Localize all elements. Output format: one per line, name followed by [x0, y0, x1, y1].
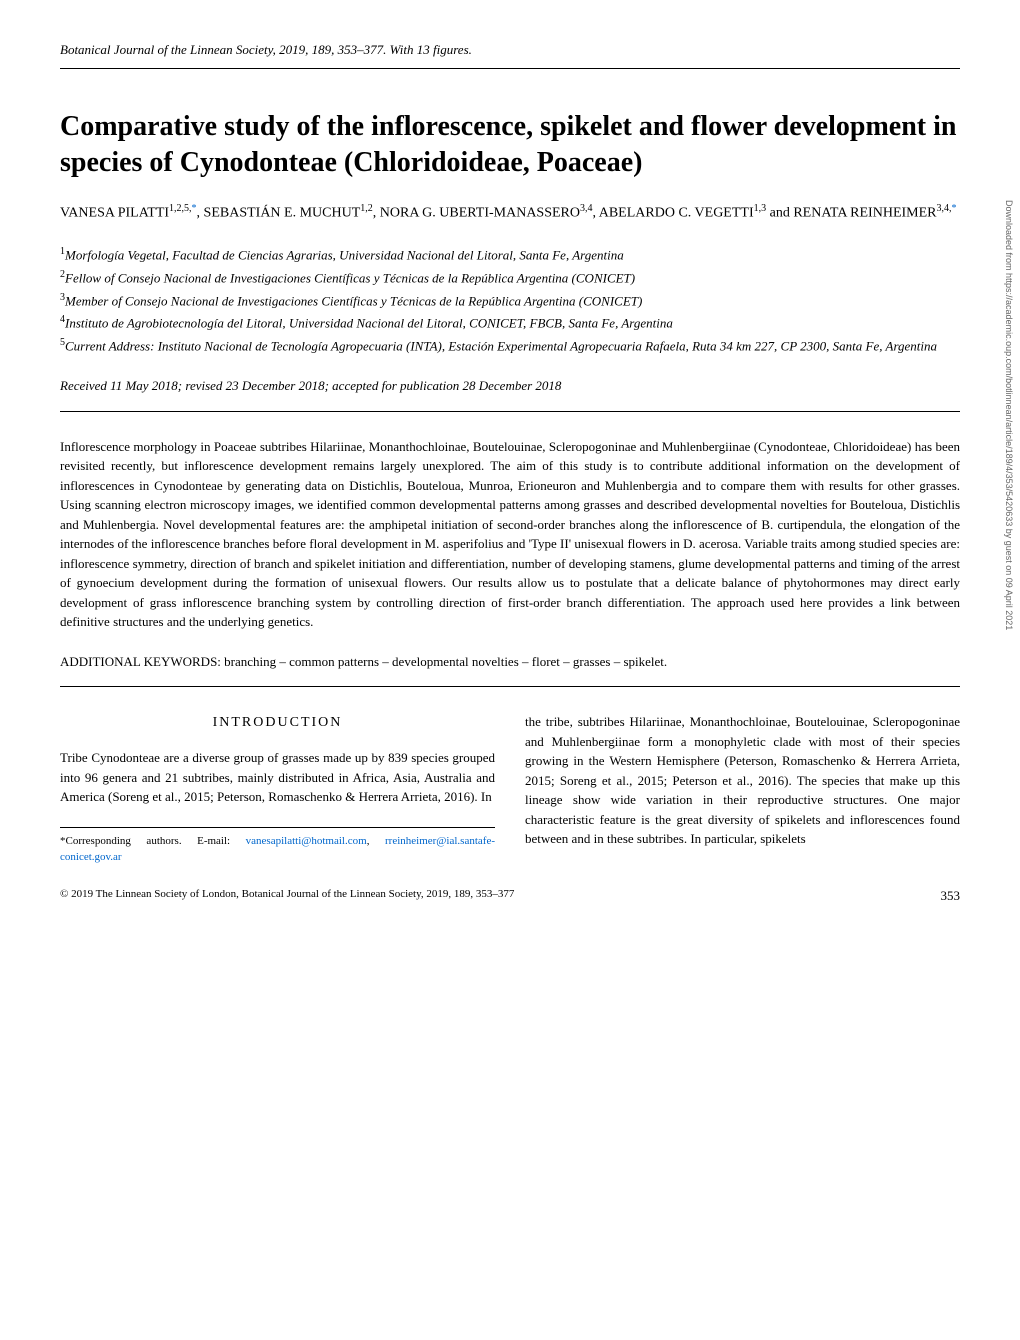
keywords-text: branching – common patterns – developmen… [224, 654, 667, 669]
copyright-text: © 2019 The Linnean Society of London, Bo… [60, 886, 514, 906]
copyright-footer: © 2019 The Linnean Society of London, Bo… [60, 886, 960, 906]
affiliations-block: 1Morfología Vegetal, Facultad de Ciencia… [60, 244, 960, 356]
footnote-label: *Corresponding authors. E-mail: [60, 835, 246, 847]
received-dates: Received 11 May 2018; revised 23 Decembe… [60, 376, 960, 412]
keywords-label: ADDITIONAL KEYWORDS: [60, 654, 224, 669]
keywords-block: ADDITIONAL KEYWORDS: branching – common … [60, 652, 960, 688]
affiliation-1: 1Morfología Vegetal, Facultad de Ciencia… [60, 244, 960, 265]
author-1: VANESA PILATTI [60, 206, 169, 221]
article-title: Comparative study of the inflorescence, … [60, 109, 960, 182]
author-4-sup: 1,3 [754, 203, 767, 214]
download-sidebar: Downloaded from https://academic.oup.com… [1002, 200, 1016, 630]
author-5-asterisk[interactable]: * [952, 203, 957, 214]
intro-col-left: INTRODUCTION Tribe Cynodonteae are a div… [60, 712, 495, 866]
author-3-sup: 3,4 [580, 203, 593, 214]
affiliation-4: 4Instituto de Agrobiotecnología del Lito… [60, 312, 960, 333]
affiliation-2: 2Fellow of Consejo Nacional de Investiga… [60, 267, 960, 288]
affiliation-5: 5Current Address: Instituto Nacional de … [60, 335, 960, 356]
author-5-sup: 3,4, [937, 203, 952, 214]
author-2-sup: 1,2 [360, 203, 373, 214]
footnote-email-1[interactable]: vanesapilatti@hotmail.com [246, 835, 367, 847]
intro-title: INTRODUCTION [60, 712, 495, 733]
footnote-separator: , [367, 835, 385, 847]
authors-block: VANESA PILATTI1,2,5, * , SEBASTIÁN E. MUCH… [60, 201, 960, 224]
abstract-text: Inflorescence morphology in Poaceae subt… [60, 437, 960, 632]
author-2: , SEBASTIÁN E. MUCHUT [197, 206, 361, 221]
author-4: , ABELARDO C. VEGETTI [593, 206, 754, 221]
intro-columns: INTRODUCTION Tribe Cynodonteae are a div… [60, 712, 960, 866]
intro-text-left: Tribe Cynodonteae are a diverse group of… [60, 748, 495, 807]
journal-header: Botanical Journal of the Linnean Society… [60, 40, 960, 69]
intro-text-right: the tribe, subtribes Hilariinae, Monanth… [525, 712, 960, 849]
affiliation-3: 3Member of Consejo Nacional de Investiga… [60, 290, 960, 311]
page-number: 353 [941, 886, 961, 906]
intro-col-right: the tribe, subtribes Hilariinae, Monanth… [525, 712, 960, 866]
author-1-sup: 1,2,5, [169, 203, 192, 214]
author-5: and RENATA REINHEIMER [766, 206, 936, 221]
corresponding-footnote: *Corresponding authors. E-mail: vanesapi… [60, 827, 495, 866]
author-3: , NORA G. UBERTI-MANASSERO [373, 206, 580, 221]
